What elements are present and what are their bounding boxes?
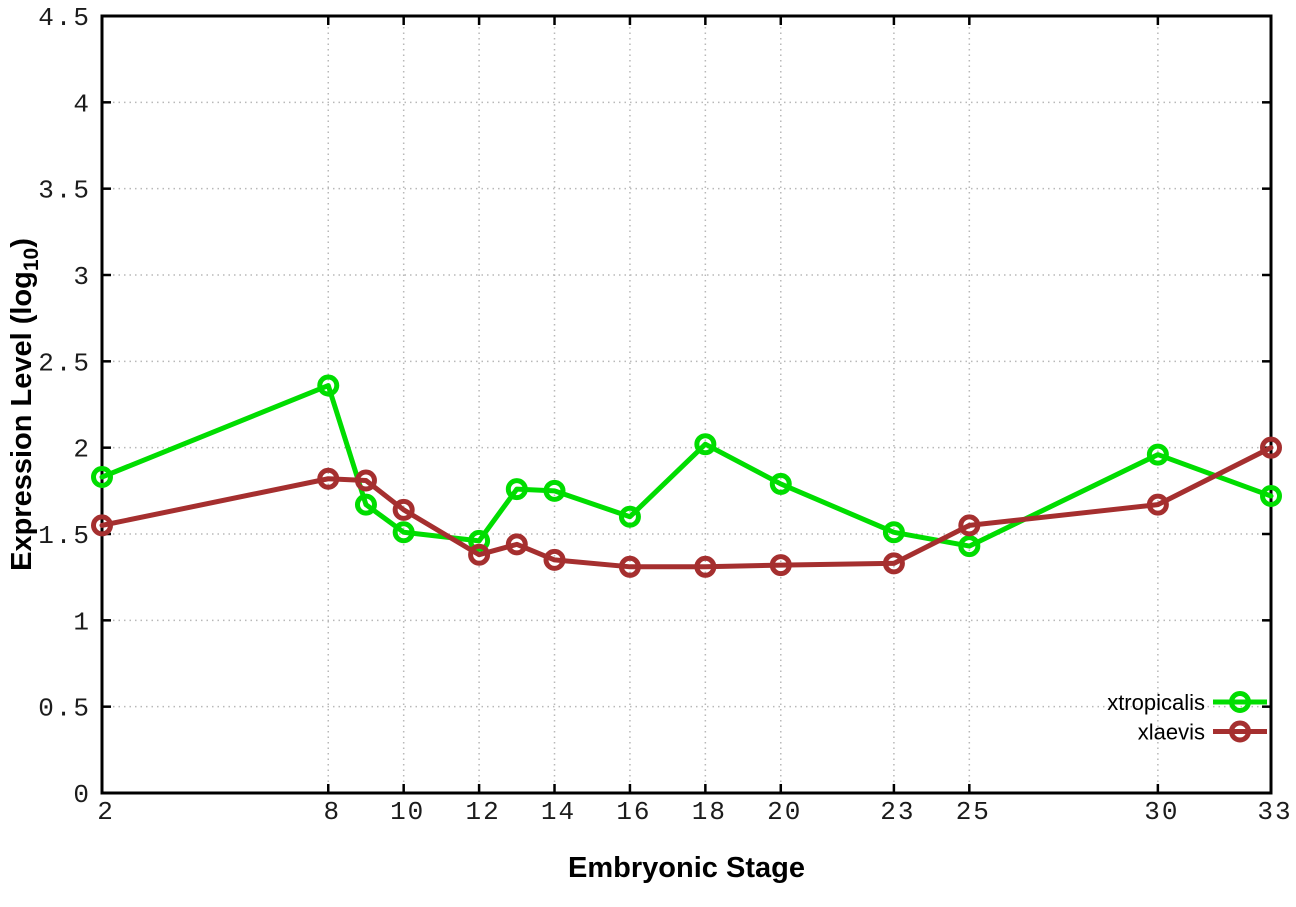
data-point-xlaevis xyxy=(618,555,641,578)
data-point-xtropicalis xyxy=(882,521,905,544)
data-point-xlaevis xyxy=(694,555,717,578)
legend-label-xlaevis: xlaevis xyxy=(1138,720,1205,745)
data-point-xlaevis xyxy=(769,554,792,577)
x-tick-label: 2 xyxy=(97,797,115,827)
data-point-xtropicalis xyxy=(354,493,377,516)
x-tick-label: 33 xyxy=(1257,797,1292,827)
data-point-xtropicalis xyxy=(91,466,113,489)
x-tick-label: 14 xyxy=(541,797,576,827)
data-point-xtropicalis xyxy=(1260,485,1282,508)
data-point-xlaevis xyxy=(505,533,528,556)
x-tick-label: 23 xyxy=(880,797,915,827)
plot-border xyxy=(100,14,1273,795)
y-tick-label: 2 xyxy=(73,435,91,465)
legend-label-xtropicalis: xtropicalis xyxy=(1107,690,1205,715)
data-point-xlaevis xyxy=(958,514,981,537)
data-point-xtropicalis xyxy=(468,529,491,552)
data-point-xtropicalis xyxy=(694,433,717,456)
y-tick-label: 3.5 xyxy=(38,176,91,206)
legend-entry-xlaevis: xlaevis xyxy=(1138,720,1267,745)
x-tick-label: 18 xyxy=(692,797,727,827)
x-tick-label: 20 xyxy=(767,797,802,827)
x-tick-label: 30 xyxy=(1144,797,1179,827)
data-point-xtropicalis xyxy=(392,521,415,544)
data-point-xtropicalis xyxy=(1146,443,1169,466)
data-point-xlaevis xyxy=(543,548,566,571)
data-point-xtropicalis xyxy=(543,479,566,502)
x-tick-label: 16 xyxy=(616,797,651,827)
data-point-xtropicalis xyxy=(618,505,641,528)
x-tick-label: 12 xyxy=(465,797,500,827)
data-point-xtropicalis xyxy=(769,472,792,495)
x-tick-label: 8 xyxy=(323,797,341,827)
y-tick-label: 1.5 xyxy=(38,521,91,551)
data-point-xtropicalis xyxy=(317,374,340,397)
legend: xtropicalis xlaevis xyxy=(1107,690,1267,745)
data-point-xlaevis xyxy=(882,552,905,575)
y-tick-label: 4.5 xyxy=(38,3,91,33)
data-point-xlaevis xyxy=(392,498,415,521)
legend-sample-marker-xlaevis xyxy=(1229,720,1251,743)
legend-sample-marker-xtropicalis xyxy=(1229,691,1251,713)
data-point-xlaevis xyxy=(1146,493,1169,516)
y-tick-label: 1 xyxy=(73,607,91,637)
legend-entry-xtropicalis: xtropicalis xyxy=(1107,690,1267,715)
y-tick-label: 2.5 xyxy=(38,348,91,378)
data-point-xtropicalis xyxy=(505,478,528,501)
data-point-xlaevis xyxy=(91,514,113,537)
y-axis-label: Expression Level (log10) xyxy=(6,238,43,571)
x-tick-label: 10 xyxy=(390,797,425,827)
y-tick-label: 0.5 xyxy=(38,694,91,724)
data-point-xtropicalis xyxy=(958,535,981,558)
x-axis-label: Embryonic Stage xyxy=(568,852,805,884)
data-point-xlaevis xyxy=(468,543,491,566)
y-tick-label: 3 xyxy=(73,262,91,292)
data-point-xlaevis xyxy=(317,467,340,490)
y-tick-label: 0 xyxy=(73,780,91,810)
y-tick-label: 4 xyxy=(73,89,91,119)
data-point-xlaevis xyxy=(354,469,377,492)
x-tick-label: 25 xyxy=(956,797,991,827)
series-line-xtropicalis xyxy=(99,383,1274,549)
data-point-xlaevis xyxy=(1260,436,1282,459)
